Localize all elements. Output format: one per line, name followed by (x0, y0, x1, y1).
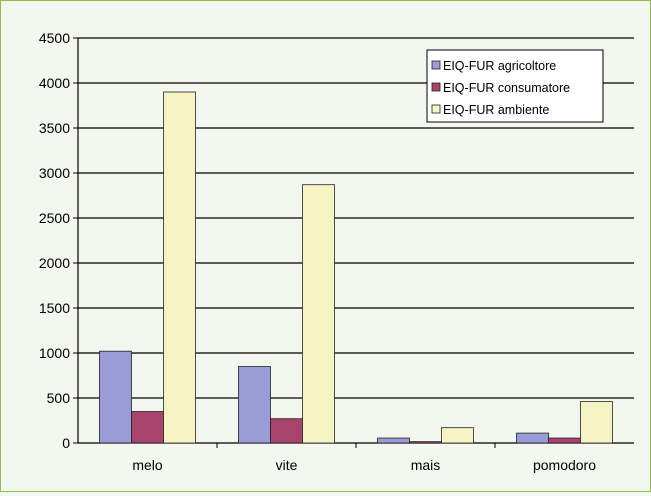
bar-melo-1 (99, 350, 132, 444)
bar-pomodoro-3 (580, 401, 613, 444)
y-tick-label: 4500 (39, 30, 70, 46)
y-tick-label: 1500 (39, 300, 70, 316)
y-tick-label: 4000 (39, 75, 70, 91)
x-tick-label: mais (411, 457, 441, 473)
legend-swatch (431, 82, 441, 92)
bar-melo-3 (163, 91, 196, 444)
legend-box (426, 49, 604, 123)
bar-vite-1 (238, 366, 271, 444)
y-tick-label: 500 (47, 390, 71, 406)
y-tick-label: 3500 (39, 120, 70, 136)
y-tick-label: 2000 (39, 255, 70, 271)
bar-vite-2 (270, 418, 303, 444)
y-tick-label: 1000 (39, 345, 70, 361)
bar-mais-1 (377, 437, 410, 444)
y-tick-label: 3000 (39, 165, 70, 181)
bar-mais-3 (441, 427, 474, 444)
bar-pomodoro-1 (516, 432, 549, 444)
bar-melo-2 (131, 411, 164, 444)
x-tick-label: pomodoro (533, 457, 596, 473)
bar-pomodoro-2 (548, 437, 581, 444)
bar-mais-2 (409, 441, 442, 444)
legend-swatch (431, 60, 441, 70)
legend-label: EIQ-FUR consumatore (443, 81, 570, 95)
bar-vite-3 (302, 184, 335, 444)
y-tick-label: 0 (62, 435, 70, 451)
x-tick-label: vite (276, 457, 298, 473)
legend-label: EIQ-FUR agricoltore (443, 59, 556, 73)
x-tick-label: melo (132, 457, 163, 473)
legend-swatch (431, 104, 441, 114)
legend-label: EIQ-FUR ambiente (443, 103, 549, 117)
y-tick-label: 2500 (39, 210, 70, 226)
